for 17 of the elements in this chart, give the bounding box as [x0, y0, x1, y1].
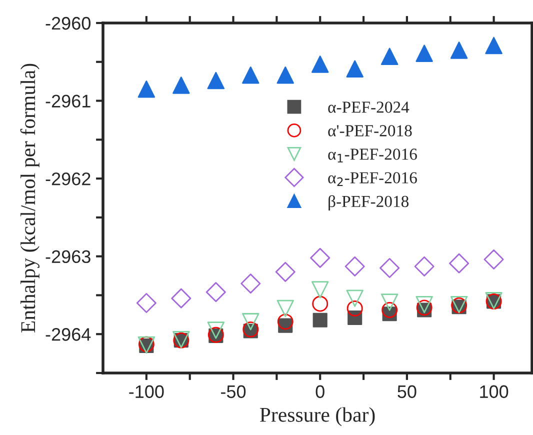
y-tick-label: -2963 — [46, 250, 90, 264]
x-tick-label: -100 — [129, 385, 164, 398]
y-tick-label: -2960 — [46, 16, 90, 30]
x-tick-label: -50 — [221, 385, 246, 398]
legend-label: α$_{1}$-PEF-2016 — [328, 148, 417, 162]
y-tick-label: -2962 — [46, 172, 90, 186]
x-tick-label: 100 — [480, 385, 508, 398]
legend-label: α$_{2}$-PEF-2016 — [328, 172, 417, 186]
legend-label: α'-PEF-2018 — [328, 125, 412, 136]
legend-label: β-PEF-2018 — [328, 195, 409, 210]
legend-label: α-PEF-2024 — [328, 102, 410, 113]
x-tick-label: 50 — [398, 385, 416, 398]
y-tick-label: -2961 — [46, 94, 90, 108]
x-tick-label: 0 — [316, 385, 324, 398]
y-tick-label: -2964 — [46, 328, 91, 341]
y-axis-title: Enthalpy (kcal/mol per formula) — [20, 64, 40, 332]
x-axis-title: Pressure (bar) — [260, 407, 375, 426]
